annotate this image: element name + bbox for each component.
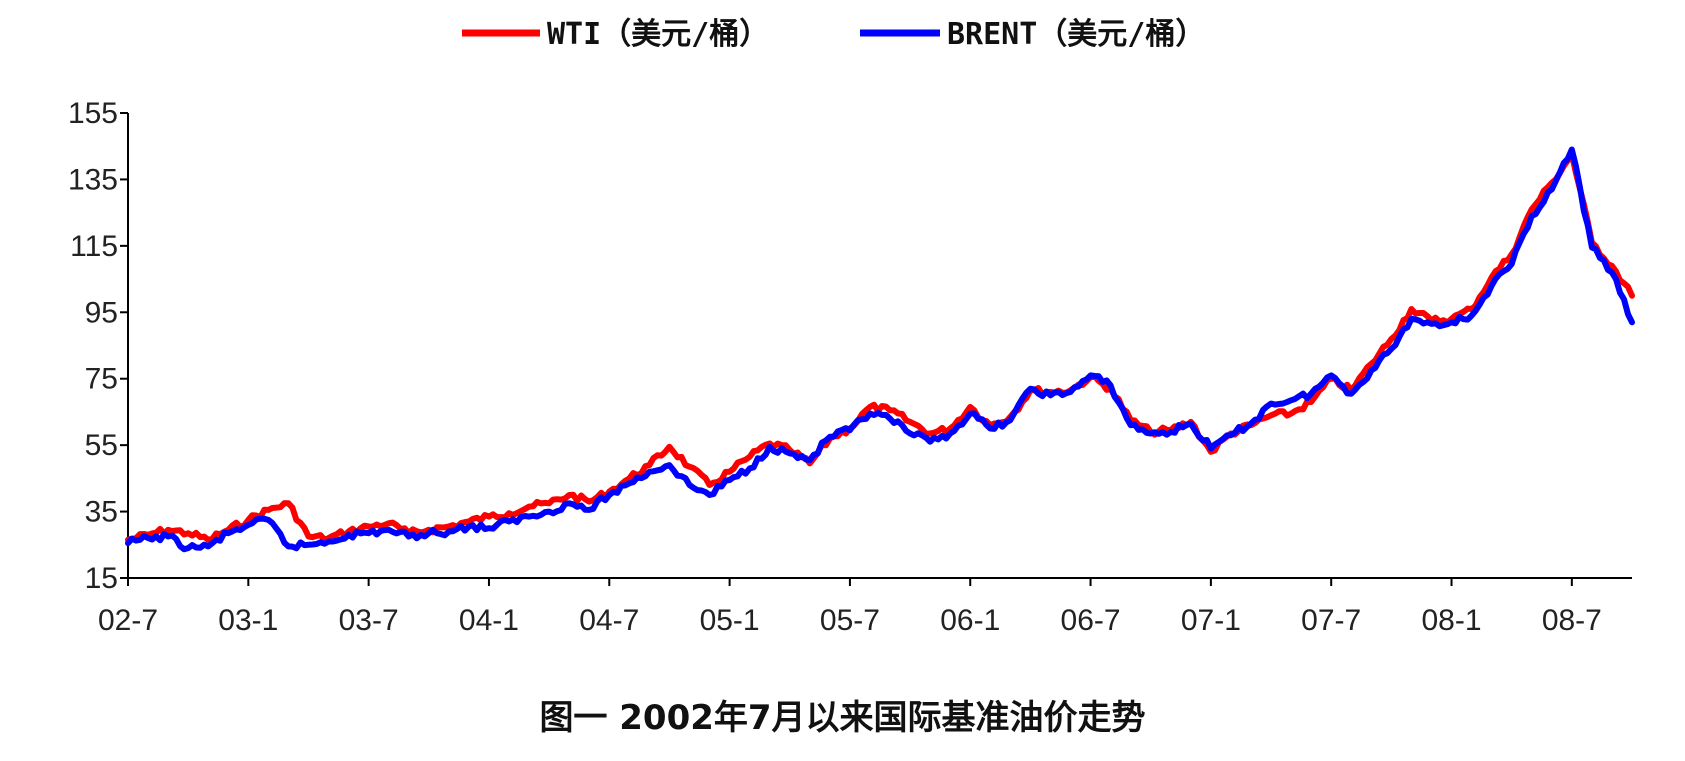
x-tick-label: 03-1 <box>218 604 278 637</box>
legend-brent-label: BRENT（美元/桶） <box>947 17 1205 52</box>
y-tick-label: 35 <box>85 496 118 529</box>
chart-legend: WTI（美元/桶） BRENT（美元/桶） <box>462 17 1205 52</box>
y-tick-label: 135 <box>68 163 118 196</box>
x-tick-label: 05-7 <box>820 604 880 637</box>
x-tick-label: 08-1 <box>1421 604 1481 637</box>
x-tick-label: 07-7 <box>1301 604 1361 637</box>
series-layer <box>125 146 1635 553</box>
y-tick-label: 55 <box>85 429 118 462</box>
oil-price-chart: WTI（美元/桶） BRENT（美元/桶） 153555759511513515… <box>68 17 1635 637</box>
y-axis: 15 35 55 75 95 115 135 155 <box>68 97 129 595</box>
x-axis: 02-7 03-1 03-7 04-1 04-7 05-1 05-7 06-1 06-7 07-1… <box>98 577 1632 637</box>
series-wti-line <box>125 151 1635 543</box>
x-tick-label: 04-7 <box>579 604 639 637</box>
y-tick-label: 95 <box>85 296 118 329</box>
legend-wti-label: WTI（美元/桶） <box>547 17 769 52</box>
x-tick-label: 06-7 <box>1061 604 1121 637</box>
x-tick-label: 05-1 <box>700 604 760 637</box>
y-tick-label: 115 <box>70 230 118 263</box>
series-brent-line <box>125 146 1635 553</box>
y-tick-label: 15 <box>85 562 118 595</box>
x-tick-label: 04-1 <box>459 604 519 637</box>
x-tick-label: 03-7 <box>339 604 399 637</box>
y-tick-label: 75 <box>85 363 118 396</box>
x-tick-label: 08-7 <box>1542 604 1602 637</box>
x-tick-label: 06-1 <box>940 604 1000 637</box>
y-tick-label: 155 <box>68 97 118 130</box>
figure-caption: 图一 2002年7月以来国际基准油价走势 <box>539 698 1146 738</box>
x-tick-label: 07-1 <box>1181 604 1241 637</box>
x-tick-label: 02-7 <box>98 604 158 637</box>
